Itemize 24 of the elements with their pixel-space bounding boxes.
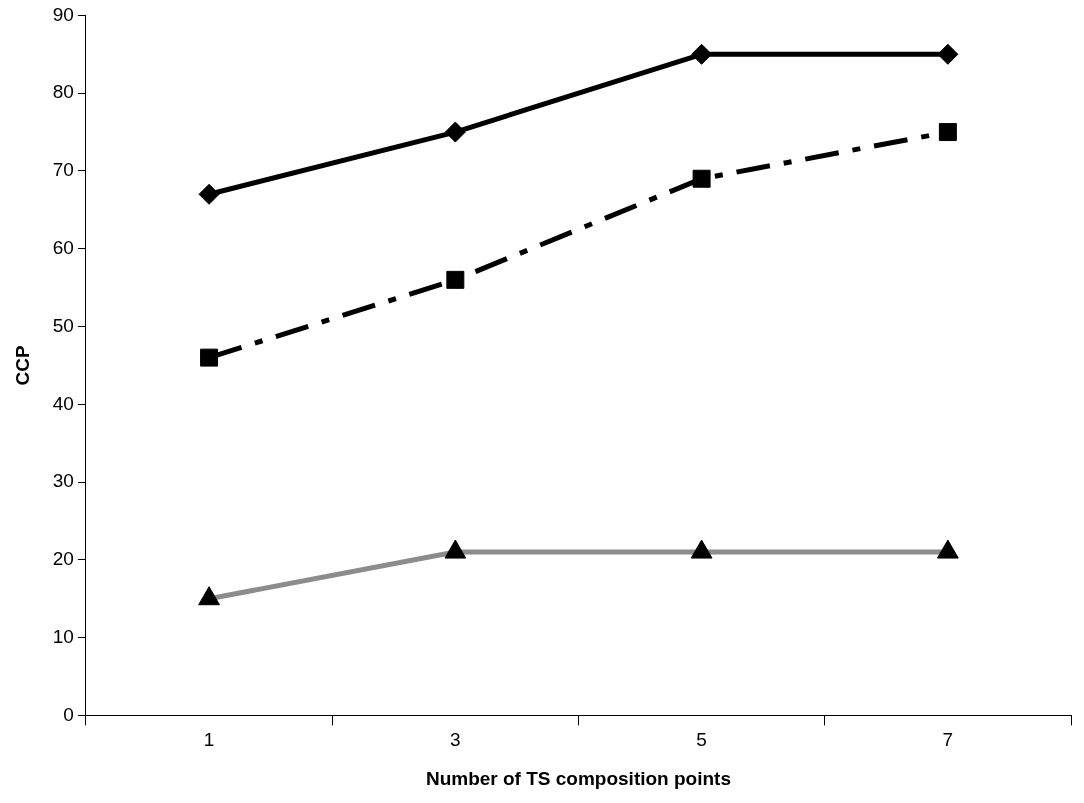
point: [198, 183, 220, 205]
y-tick-label: 60: [52, 236, 74, 258]
y-tick-label: 10: [52, 625, 74, 647]
y-tick-label: 70: [52, 159, 74, 181]
y-axis-title: CCP: [11, 345, 33, 386]
point: [692, 169, 711, 188]
x-tick-label: 1: [203, 729, 215, 751]
x-tick-label: 7: [942, 729, 954, 751]
point: [938, 123, 957, 142]
x-tick-label: 3: [450, 729, 461, 751]
y-tick-label: 80: [52, 81, 74, 103]
x-tick-label: 5: [696, 729, 707, 751]
point: [691, 43, 713, 65]
point: [200, 348, 219, 367]
point: [446, 270, 465, 289]
y-tick-label: 20: [52, 548, 74, 570]
point: [444, 121, 466, 143]
x-axis-title: Number of TS composition points: [425, 767, 731, 789]
y-tick-label: 30: [52, 470, 74, 492]
point: [937, 43, 959, 65]
y-tick-label: 90: [52, 3, 74, 25]
y-tick-label: 40: [52, 392, 74, 414]
y-tick-label: 0: [63, 703, 74, 725]
y-tick-label: 50: [52, 314, 74, 336]
